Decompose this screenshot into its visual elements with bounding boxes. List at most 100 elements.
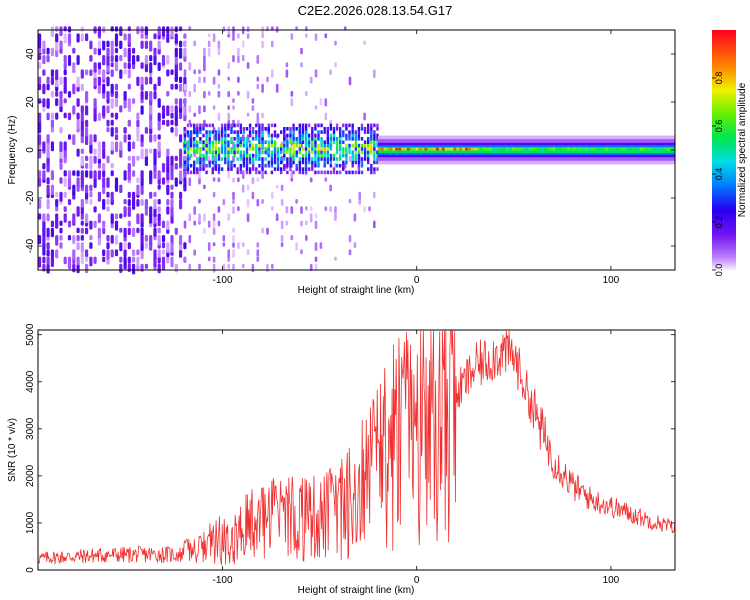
heatmap-cell — [199, 123, 202, 128]
heatmap-cell — [270, 140, 274, 144]
heatmap-cell — [106, 119, 110, 127]
heatmap-cell — [212, 213, 216, 221]
heatmap-cell — [132, 263, 136, 275]
heatmap-cell — [351, 163, 354, 168]
heatmap-cell — [367, 123, 370, 128]
heatmap-cell — [199, 167, 202, 171]
heatmap-cell — [248, 140, 252, 144]
heatmap-cell — [106, 98, 110, 104]
heatmap-cell — [295, 26, 298, 31]
heatmap-cell — [46, 112, 50, 121]
heatmap-cell — [239, 163, 242, 168]
heatmap-cell — [332, 127, 336, 131]
heatmap-cell — [320, 153, 323, 158]
heatmap-cell — [179, 134, 183, 143]
heatmap-cell — [242, 137, 246, 141]
heatmap-cell — [106, 242, 110, 250]
heatmap-cell — [205, 150, 208, 155]
heatmap-cell — [80, 213, 84, 220]
heatmap-cell — [183, 220, 187, 229]
heatmap-cell — [212, 105, 216, 110]
spectrogram-cells — [38, 26, 675, 275]
heatmap-cell — [258, 127, 261, 131]
heatmap-cell — [348, 137, 351, 141]
heatmap-cell — [149, 235, 153, 246]
heatmap-cell — [311, 140, 314, 144]
heatmap-cell — [314, 33, 318, 41]
heatmap-cell — [275, 26, 279, 33]
heatmap-cell — [186, 140, 190, 144]
heatmap-cell — [270, 170, 274, 175]
heatmap-cell — [295, 199, 298, 204]
heatmap-cell — [188, 91, 192, 98]
heatmap-cell — [46, 155, 50, 165]
heatmap-cell — [354, 137, 357, 141]
heatmap-cell — [320, 140, 323, 144]
heatmap-cell — [106, 105, 110, 114]
heatmap-cell — [232, 227, 235, 233]
heatmap-cell — [85, 134, 89, 146]
heatmap-cell — [264, 147, 267, 151]
carrier-cell — [491, 147, 495, 151]
heatmap-cell — [140, 91, 144, 100]
heatmap-cell — [136, 127, 140, 138]
heatmap-cell — [38, 112, 42, 123]
heatmap-cell — [348, 76, 352, 86]
heatmap-cell — [214, 167, 218, 171]
heatmap-cell — [335, 137, 339, 141]
heatmap-cell — [335, 127, 339, 131]
heatmap-cell — [97, 69, 101, 75]
heatmap-cell — [239, 140, 242, 144]
heatmap-cell — [85, 256, 89, 262]
heatmap-cell — [360, 163, 364, 168]
heatmap-cell — [149, 105, 153, 115]
heatmap-cell — [193, 206, 196, 215]
heatmap-cell — [280, 199, 284, 206]
heatmap-cell — [222, 242, 226, 247]
carrier-cell — [599, 147, 602, 151]
heatmap-cell — [273, 130, 277, 134]
carrier-cell — [669, 147, 672, 151]
heatmap-cell — [246, 213, 250, 222]
heatmap-cell — [295, 127, 298, 131]
heatmap-cell — [189, 130, 193, 134]
heatmap-cell — [183, 83, 187, 91]
heatmap-cell — [157, 170, 161, 180]
carrier-cell — [657, 147, 661, 151]
heatmap-cell — [317, 160, 320, 165]
heatmap-cell — [114, 98, 119, 107]
heatmap-cell — [157, 76, 161, 87]
heatmap-cell — [189, 133, 193, 138]
heatmap-cell — [261, 133, 264, 138]
heatmap-cell — [220, 130, 224, 134]
heatmap-cell — [203, 76, 206, 84]
heatmap-cell — [307, 140, 311, 144]
heatmap-cell — [55, 191, 59, 198]
heatmap-cell — [267, 123, 270, 128]
heatmap-cell — [301, 170, 305, 175]
heatmap-cell — [220, 133, 224, 138]
heatmap-cell — [203, 213, 206, 222]
heatmap-cell — [363, 140, 367, 144]
heatmap-cell — [292, 170, 295, 175]
heatmap-cell — [179, 62, 183, 71]
heatmap-cell — [127, 26, 131, 32]
heatmap-cell — [267, 143, 270, 148]
heatmap-cell — [46, 199, 50, 210]
heatmap-cell — [304, 137, 308, 141]
heatmap-cell — [67, 235, 72, 241]
heatmap-cell — [280, 150, 283, 155]
heatmap-cell — [211, 130, 214, 134]
heatmap-cell — [258, 143, 261, 148]
heatmap-cell — [140, 62, 144, 69]
heatmap-cell — [376, 140, 379, 144]
heatmap-cell — [72, 213, 76, 225]
heatmap-cell — [161, 105, 166, 115]
heatmap-cell — [255, 143, 258, 148]
heatmap-cell — [72, 105, 76, 115]
heatmap-cell — [309, 263, 313, 272]
heatmap-cell — [186, 160, 190, 165]
colorbar-tick-label: 0.4 — [714, 168, 724, 181]
heatmap-cell — [85, 227, 89, 235]
